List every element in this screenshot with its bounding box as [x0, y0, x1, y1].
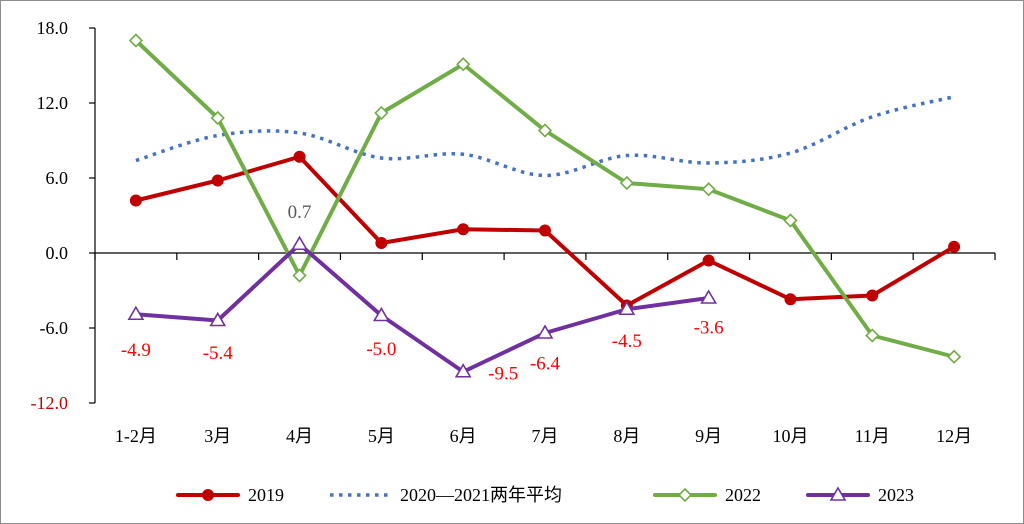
data-point-marker: [701, 182, 716, 197]
legend-marker: [677, 487, 693, 503]
data-point-marker: [210, 110, 225, 126]
data-point-marker: [784, 293, 797, 306]
series-line: [133, 242, 711, 374]
data-point-marker: [783, 213, 798, 228]
series-layer: [127, 33, 962, 378]
data-point-marker: [293, 150, 306, 163]
legend-item: 2019: [176, 485, 284, 505]
legend-item: 2020—2021两年平均: [330, 485, 562, 505]
data-label: -4.5: [612, 331, 642, 352]
data-point-marker: [457, 223, 470, 236]
legend-item: 2023: [806, 485, 914, 505]
data-point-marker: [454, 363, 472, 378]
data-label: -5.0: [366, 339, 396, 360]
data-point-marker: [372, 306, 390, 322]
y-tick-label: -6.0: [40, 318, 69, 338]
data-point-marker: [536, 324, 554, 339]
legend-item: 2022: [653, 485, 761, 505]
legend-label: 2022: [725, 485, 761, 505]
data-label: 0.7: [288, 202, 312, 223]
x-tick-label: 8月: [613, 426, 640, 446]
x-tick-label: 9月: [695, 426, 722, 446]
x-tick-label: 1-2月: [115, 426, 157, 446]
data-point-marker: [128, 33, 144, 48]
legend-label: 2023: [878, 485, 914, 505]
y-tick-label: 18.0: [37, 18, 69, 38]
x-tick-label: 12月: [936, 426, 972, 446]
x-tick-label: 4月: [286, 426, 313, 446]
axes: 18.0 12.0 6.0 0.0 -6.0 -12.0 1-2月 3月 4月 5月 6月 7月 8月 9…: [31, 18, 996, 446]
data-point-marker: [866, 289, 879, 302]
x-tick-label: 5月: [368, 426, 395, 446]
data-point-marker: [702, 254, 715, 267]
data-point-marker: [209, 311, 227, 327]
data-point-marker: [537, 123, 553, 138]
data-point-marker: [291, 235, 308, 251]
data-label: -3.6: [694, 318, 724, 339]
data-point-marker: [129, 194, 142, 207]
legend-marker: [829, 486, 847, 501]
data-point-marker: [865, 328, 880, 343]
legend-marker: [202, 489, 214, 501]
data-point-marker: [292, 268, 307, 283]
x-tick-label: 6月: [450, 426, 477, 446]
data-point-marker: [375, 237, 388, 249]
data-point-marker: [618, 300, 636, 316]
x-tick-label: 10月: [772, 426, 808, 446]
y-tick-label: 12.0: [37, 93, 69, 113]
series-line: [135, 95, 955, 178]
data-point-marker: [948, 240, 961, 253]
data-point-marker: [619, 175, 634, 191]
x-tick-label: 3月: [204, 426, 231, 446]
legend-label: 2020—2021两年平均: [400, 485, 562, 505]
legend-label: 2019: [248, 485, 284, 505]
data-point-marker: [946, 349, 962, 364]
series-group: [128, 33, 962, 364]
data-label: -4.9: [121, 340, 151, 361]
data-point-marker: [374, 105, 389, 121]
x-tick-label: 7月: [532, 426, 559, 446]
data-point-marker: [700, 289, 718, 304]
data-labels: -4.9 -5.4 0.7 -5.0 -9.5 -6.4 -4.5 -3.6: [121, 202, 724, 385]
series-group: [135, 95, 955, 178]
y-tick-label: 0.0: [46, 243, 69, 263]
data-point-marker: [456, 57, 471, 72]
legend: 2019 2020—2021两年平均 2022 2023: [176, 485, 914, 505]
data-label: -5.4: [203, 343, 234, 364]
data-point-marker: [211, 174, 224, 187]
series-group: [127, 235, 718, 378]
data-label: -6.4: [530, 354, 561, 375]
data-point-marker: [539, 224, 551, 237]
data-label: -9.5: [488, 363, 518, 384]
y-tick-label: -12.0: [31, 393, 69, 413]
data-point-marker: [127, 305, 145, 321]
x-tick-label: 11月: [855, 426, 890, 446]
y-tick-label: 6.0: [46, 168, 69, 188]
